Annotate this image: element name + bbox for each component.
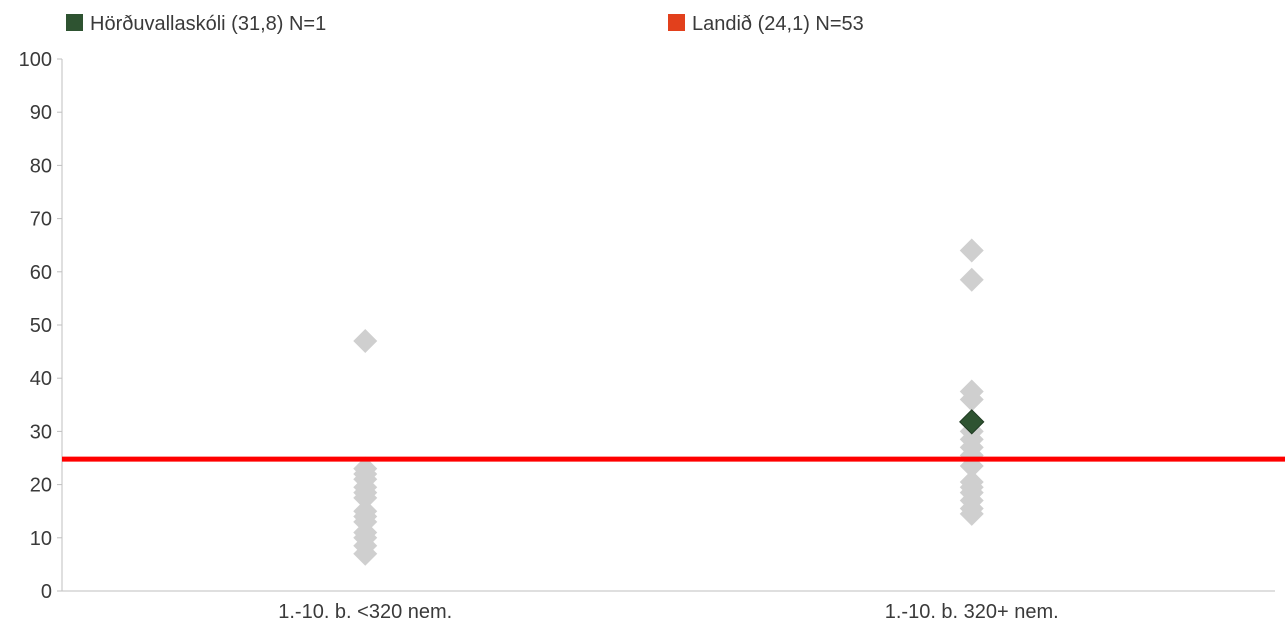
school-point-0	[353, 328, 378, 353]
school-point-14	[959, 238, 984, 263]
legend-swatch-0	[66, 14, 83, 31]
x-category-label-1: 1.-10. b. 320+ nem.	[885, 601, 1059, 623]
x-category-label-0: 1.-10. b. <320 nem.	[278, 601, 452, 623]
school-point-15	[959, 267, 984, 292]
school-point-13	[353, 541, 378, 566]
legend-swatch-1	[668, 14, 685, 31]
y-axis: 0 10 20 30 40 50 60 70 80 90 100	[19, 49, 63, 603]
legend-label-0: Hörðuvallaskóli (31,8) N=1	[90, 13, 326, 35]
data-points	[353, 238, 985, 566]
y-tick-label-90: 90	[30, 102, 52, 124]
y-tick-label-10: 10	[30, 528, 52, 550]
y-tick-label-50: 50	[30, 315, 52, 337]
school-point-28	[959, 501, 984, 526]
school-point-17	[959, 387, 984, 412]
y-tick-label-60: 60	[30, 262, 52, 284]
school-point-6	[353, 485, 378, 510]
highlight-point-0	[959, 409, 985, 435]
legend: Hörðuvallaskóli (31,8) N=1 Landið (24,1) …	[66, 13, 864, 35]
y-tick-label-100: 100	[19, 49, 52, 71]
y-tick-label-20: 20	[30, 475, 52, 497]
legend-label-1: Landið (24,1) N=53	[692, 13, 864, 35]
y-tick-label-70: 70	[30, 209, 52, 231]
x-axis: 1.-10. b. <320 nem. 1.-10. b. 320+ nem.	[62, 590, 1275, 623]
y-tick-label-30: 30	[30, 421, 52, 443]
y-tick-label-0: 0	[41, 581, 52, 603]
y-tick-label-80: 80	[30, 155, 52, 177]
y-tick-label-40: 40	[30, 368, 52, 390]
